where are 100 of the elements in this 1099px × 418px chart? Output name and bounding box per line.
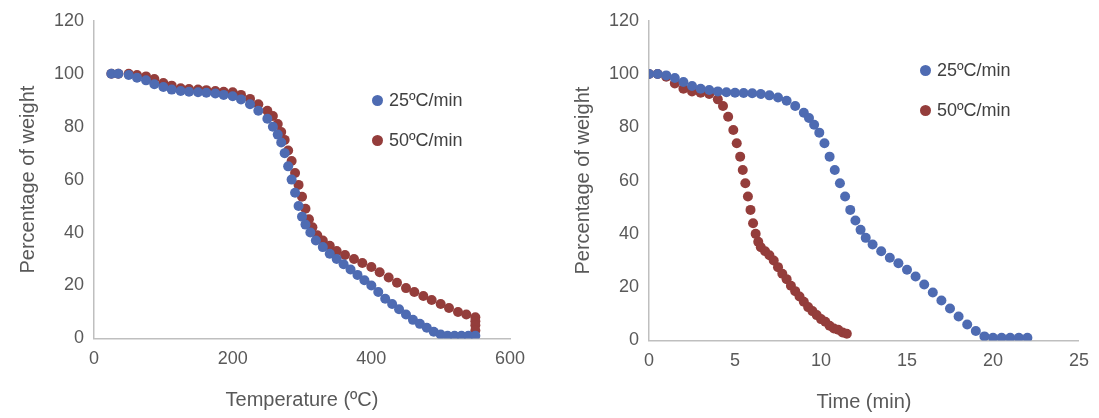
point bbox=[695, 83, 706, 94]
point bbox=[721, 87, 732, 98]
point bbox=[979, 331, 990, 341]
y-tick-label: 40 bbox=[64, 221, 85, 242]
y-tick-label: 120 bbox=[53, 9, 85, 30]
x-tick-label: 600 bbox=[494, 348, 526, 369]
point bbox=[1005, 332, 1016, 341]
point bbox=[735, 151, 746, 162]
point bbox=[394, 304, 405, 315]
point bbox=[755, 89, 766, 100]
point bbox=[290, 187, 301, 198]
point bbox=[141, 75, 152, 86]
legend-label: 25ºC/min bbox=[389, 89, 463, 111]
point bbox=[834, 178, 845, 189]
y-tick-label: 80 bbox=[64, 115, 85, 136]
y-axis-title: Percentage of weight bbox=[15, 85, 38, 274]
y-tick-label: 80 bbox=[619, 116, 640, 137]
y-tick-label: 0 bbox=[629, 329, 640, 350]
point bbox=[401, 309, 412, 320]
point bbox=[1013, 332, 1024, 341]
point bbox=[731, 138, 742, 149]
y-tick-label: 60 bbox=[619, 169, 640, 190]
point bbox=[781, 95, 792, 106]
point bbox=[453, 306, 463, 317]
point bbox=[387, 298, 398, 309]
point bbox=[418, 291, 429, 302]
point bbox=[962, 319, 973, 330]
point bbox=[737, 164, 748, 175]
point bbox=[687, 81, 698, 92]
point bbox=[149, 79, 160, 90]
y-tick-label: 120 bbox=[608, 9, 640, 30]
point bbox=[927, 287, 938, 298]
legend-label: 25ºC/min bbox=[937, 59, 1011, 81]
point bbox=[669, 73, 680, 84]
point bbox=[1022, 332, 1033, 341]
point bbox=[910, 271, 921, 282]
point bbox=[461, 309, 472, 320]
point bbox=[357, 257, 368, 268]
point bbox=[166, 84, 177, 95]
legend-label: 50ºC/min bbox=[389, 129, 463, 151]
point bbox=[227, 91, 238, 102]
point bbox=[470, 330, 481, 339]
point bbox=[748, 218, 759, 229]
point bbox=[893, 258, 904, 269]
point bbox=[283, 161, 294, 172]
point bbox=[245, 99, 256, 110]
point bbox=[773, 92, 784, 103]
point bbox=[443, 302, 454, 313]
y-axis-title: Percentage of weight bbox=[570, 86, 593, 275]
point bbox=[262, 113, 273, 124]
point bbox=[305, 227, 316, 238]
point bbox=[824, 151, 835, 162]
point bbox=[331, 254, 342, 264]
point bbox=[919, 279, 930, 290]
point bbox=[728, 125, 739, 135]
point bbox=[970, 326, 981, 337]
x-axis-title: Temperature (ºC) bbox=[225, 387, 379, 410]
point bbox=[884, 252, 895, 263]
point bbox=[819, 138, 830, 149]
point bbox=[317, 242, 328, 253]
point bbox=[809, 119, 820, 130]
point bbox=[678, 77, 689, 88]
point bbox=[742, 191, 753, 202]
point bbox=[286, 174, 297, 185]
y-tick-label: 0 bbox=[74, 327, 85, 348]
point bbox=[712, 86, 723, 97]
point bbox=[730, 87, 741, 98]
y-tick-label: 20 bbox=[64, 274, 85, 295]
point bbox=[373, 287, 384, 298]
point bbox=[297, 191, 308, 202]
x-tick-label: 15 bbox=[896, 350, 918, 371]
point bbox=[338, 259, 349, 270]
point bbox=[764, 90, 775, 101]
point bbox=[855, 224, 866, 235]
point bbox=[876, 246, 887, 257]
y-tick-label: 40 bbox=[619, 222, 640, 243]
y-tick-label: 100 bbox=[608, 63, 640, 84]
y-tick-label: 20 bbox=[619, 276, 640, 297]
legend-label: 50ºC/min bbox=[937, 99, 1011, 121]
point bbox=[380, 293, 391, 304]
point bbox=[349, 254, 360, 264]
point bbox=[747, 88, 758, 99]
point bbox=[435, 298, 446, 309]
point bbox=[352, 269, 363, 280]
point bbox=[945, 303, 955, 314]
x-tick-label: 400 bbox=[356, 348, 387, 369]
point bbox=[359, 275, 370, 286]
point bbox=[773, 262, 784, 273]
x-tick-label: 5 bbox=[730, 350, 741, 371]
point bbox=[738, 87, 749, 98]
point bbox=[279, 148, 290, 159]
point bbox=[936, 295, 947, 306]
point bbox=[366, 261, 377, 272]
point bbox=[850, 215, 861, 226]
point bbox=[297, 211, 308, 222]
point bbox=[374, 267, 385, 278]
y-tick-label: 100 bbox=[53, 62, 85, 83]
point bbox=[272, 129, 283, 140]
point bbox=[366, 280, 377, 291]
point bbox=[860, 232, 871, 243]
